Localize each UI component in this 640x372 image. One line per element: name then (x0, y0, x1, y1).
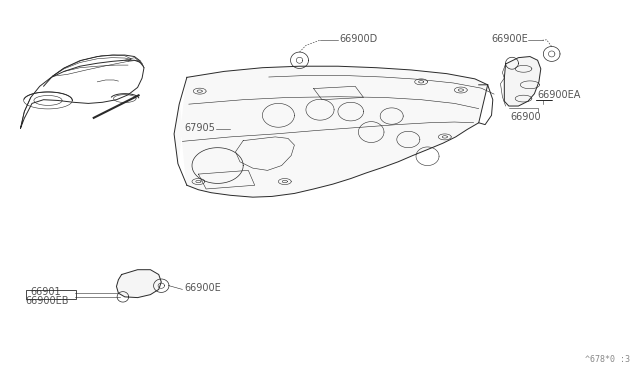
Polygon shape (116, 270, 161, 298)
Polygon shape (174, 66, 488, 197)
Text: 67905: 67905 (184, 124, 215, 133)
Polygon shape (504, 57, 541, 106)
Text: 66901: 66901 (31, 287, 61, 297)
Text: ^678*0 :3: ^678*0 :3 (586, 355, 630, 364)
Text: 66900E: 66900E (492, 34, 528, 44)
Text: 66900: 66900 (511, 112, 541, 122)
Text: 66900EB: 66900EB (26, 296, 69, 306)
Text: 66900EA: 66900EA (538, 90, 581, 100)
Text: 66900E: 66900E (184, 283, 221, 293)
Text: 66900D: 66900D (339, 34, 378, 44)
